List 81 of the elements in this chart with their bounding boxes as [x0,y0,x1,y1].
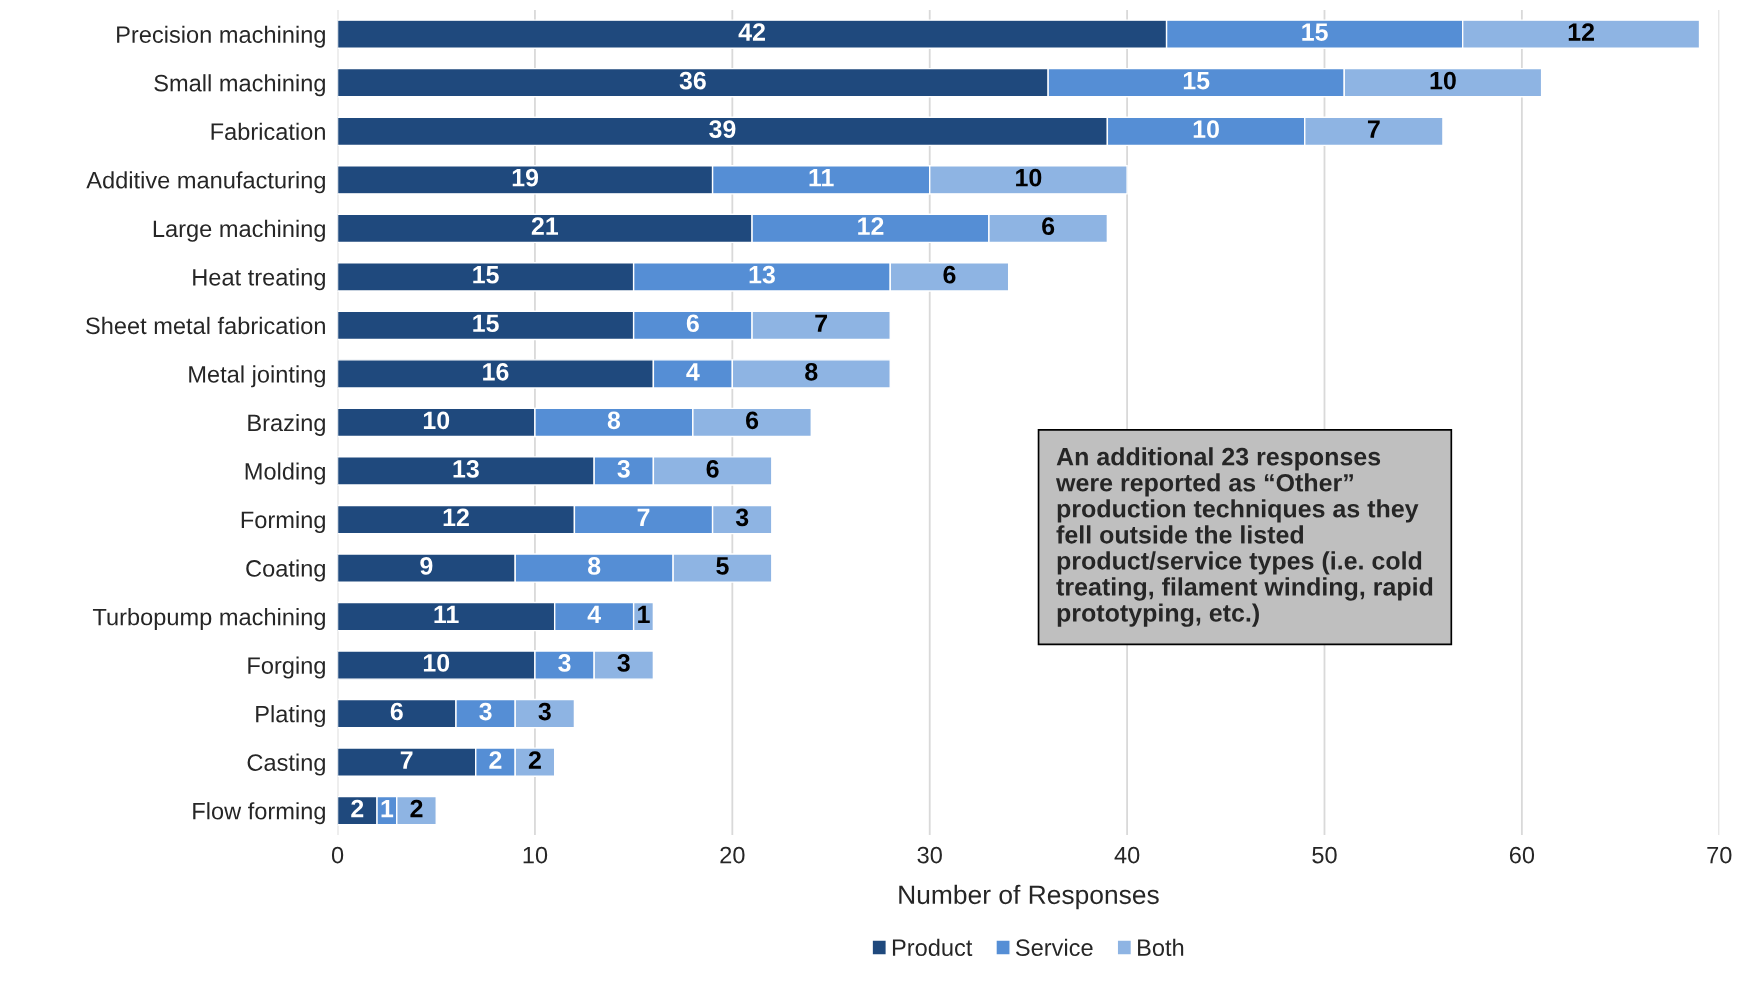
data-label: 3 [538,702,551,721]
data-label: 1 [638,605,650,624]
data-label: 3 [617,654,630,672]
annotation: An additional 23 responses were reported as “Other” production techniques as they fell outside the listed product/service types (i.e. cold treating, filament winding, rapid prototyping, etc.) [1055,447,1433,627]
x-tick-label: 0 [331,846,344,864]
data-label: 10 [1193,120,1219,138]
legend-label: Both [1138,938,1184,957]
data-label: 16 [483,362,509,381]
y-tick-label: Metal jointing [189,365,325,388]
data-label: 3 [479,702,492,721]
y-tick-label: Turbopump machining [92,608,325,631]
data-label: 15 [473,266,499,284]
y-tick-label: Sheet metal fabrication [86,316,325,335]
y-tick-label: Casting [247,753,325,776]
data-label: 11 [434,605,459,624]
data-label: 42 [738,23,765,41]
y-tick-label: Precision machining [117,25,325,48]
x-axis-title: Number of Responses [899,884,1159,910]
data-label: 15 [473,314,499,333]
y-tick-label: Forging [248,656,325,679]
data-label: 13 [749,265,775,284]
x-tick-label: 40 [1114,846,1140,864]
x-tick-label: 50 [1312,846,1337,864]
data-label: 7 [637,508,650,526]
data-label: 12 [1568,23,1594,41]
y-tick-label: Forming [241,510,325,533]
data-label: 10 [1016,168,1042,187]
data-label: 6 [746,411,759,430]
y-tick-label: Plating [256,705,325,728]
x-tick-label: 70 [1707,846,1732,864]
y-tick-label: Large machining [153,219,325,242]
data-label: 4 [686,363,700,381]
x-tick-label: 20 [720,846,745,864]
y-tick-label: Brazing [248,413,325,436]
data-label: 8 [805,362,818,381]
data-label: 3 [617,459,630,478]
data-label: 6 [706,459,719,478]
data-label: 7 [815,314,828,332]
y-tick-label: Fabrication [211,122,325,141]
data-label: 3 [735,508,749,527]
y-tick-label: Small machining [154,74,325,97]
data-label: 6 [390,702,403,721]
y-tick-label: Coating [246,559,325,582]
data-label: 7 [400,751,413,769]
x-tick-label: 30 [917,846,942,864]
y-tick-label: Molding [245,462,325,485]
legend-label: Service [1015,938,1093,957]
data-label: 2 [528,751,541,769]
data-label: 10 [1430,71,1456,90]
data-label: 12 [443,508,469,526]
data-label: 1 [381,799,394,818]
x-tick-label: 10 [523,846,548,864]
data-label: 15 [1302,23,1328,41]
data-label: 5 [716,557,729,575]
y-tick-label: Additive manufacturing [86,171,325,194]
data-label: 13 [453,459,479,478]
data-label: 36 [679,71,706,90]
data-label: 3 [558,654,571,672]
y-tick-label: Heat treating [193,268,325,291]
data-label: 8 [607,411,621,430]
data-label: 11 [809,169,834,187]
data-label: 4 [587,605,601,624]
data-label: 39 [709,120,736,139]
x-tick-label: 60 [1509,846,1535,864]
data-label: 6 [686,314,699,333]
legend-label: Product [892,938,973,957]
data-label: 9 [420,557,433,575]
data-label: 8 [588,557,601,575]
data-label: 10 [423,654,450,672]
data-label: 6 [943,265,956,284]
y-tick-label: Flow forming [193,802,325,825]
data-label: 2 [351,799,364,818]
data-label: 7 [1367,120,1380,138]
data-label: 21 [531,217,559,235]
data-label: 15 [1183,72,1210,90]
data-label: 10 [423,411,450,430]
data-label: 6 [1042,217,1055,236]
data-label: 12 [858,217,884,235]
data-label: 2 [410,799,423,818]
data-label: 2 [489,751,502,769]
data-label: 19 [512,168,539,187]
